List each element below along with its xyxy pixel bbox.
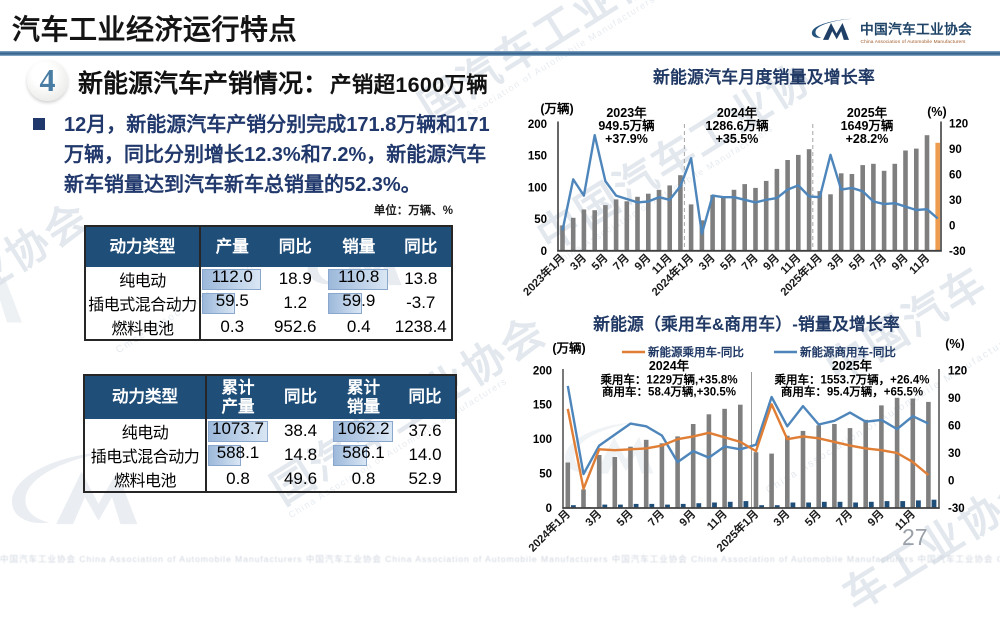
svg-text:11月: 11月 [907,251,932,276]
svg-text:150: 150 [533,400,552,412]
svg-text:+35.5%: +35.5% [716,132,759,146]
svg-text:30: 30 [949,195,962,207]
svg-text:100: 100 [528,182,547,194]
svg-text:China Association of Automobil: China Association of Automobile Manufact… [861,39,967,45]
svg-text:2025年: 2025年 [847,105,888,120]
svg-text:7月: 7月 [646,507,668,529]
svg-text:1286.6万辆: 1286.6万辆 [705,118,769,133]
svg-text:3月: 3月 [583,507,605,529]
svg-text:乘用车：1229万辆,+35.8%: 乘用车：1229万辆,+35.8% [599,373,737,387]
svg-text:60: 60 [949,169,962,181]
svg-text:2025年: 2025年 [832,358,873,373]
svg-text:120: 120 [948,365,967,377]
svg-text:7月: 7月 [868,251,890,273]
svg-text:(万辆): (万辆) [552,341,585,356]
svg-text:7月: 7月 [834,507,856,529]
svg-text:(万辆): (万辆) [540,101,573,116]
svg-text:5月: 5月 [614,507,636,529]
svg-text:+28.2%: +28.2% [846,132,889,146]
svg-text:2024年: 2024年 [649,358,690,373]
svg-text:3月: 3月 [568,251,590,273]
svg-text:新能源乘用车-同比: 新能源乘用车-同比 [648,345,744,359]
svg-text:2023年1月: 2023年1月 [520,251,568,299]
svg-text:9月: 9月 [865,507,887,529]
svg-text:120: 120 [949,118,968,130]
svg-text:3月: 3月 [771,507,793,529]
svg-text:90: 90 [949,144,962,156]
svg-text:-30: -30 [949,246,966,258]
svg-text:0: 0 [948,476,954,488]
svg-text:150: 150 [528,151,547,163]
svg-text:2023年: 2023年 [606,105,647,120]
svg-text:7月: 7月 [739,251,761,273]
svg-text:商用车：95.4万辆，+65.5%: 商用车：95.4万辆，+65.5% [781,385,923,399]
svg-text:新能源商用车-同比: 新能源商用车-同比 [800,345,896,359]
svg-text:0: 0 [546,503,552,515]
svg-text:3月: 3月 [825,251,847,273]
svg-text:90: 90 [948,393,961,405]
svg-text:5月: 5月 [802,507,824,529]
svg-text:5月: 5月 [718,251,740,273]
svg-text:0: 0 [541,246,547,258]
svg-text:7月: 7月 [610,251,632,273]
svg-text:60: 60 [948,420,961,432]
svg-text:200: 200 [528,119,547,131]
svg-text:100: 100 [533,434,552,446]
svg-text:新能源汽车月度销量及增长率: 新能源汽车月度销量及增长率 [653,67,875,87]
svg-text:5月: 5月 [846,251,868,273]
svg-text:-30: -30 [948,503,965,515]
svg-text:9月: 9月 [677,507,699,529]
svg-text:商用车：58.4万辆,+30.5%: 商用车：58.4万辆,+30.5% [602,385,736,399]
svg-text:(%): (%) [927,105,946,119]
svg-text:30: 30 [948,448,961,460]
svg-text:50: 50 [534,214,547,226]
svg-text:3月: 3月 [696,251,718,273]
svg-text:1649万辆: 1649万辆 [841,118,894,133]
svg-text:0: 0 [949,220,955,232]
svg-text:乘用车：1553.7万辆，+26.4%: 乘用车：1553.7万辆，+26.4% [774,373,930,387]
svg-text:5月: 5月 [589,251,611,273]
svg-text:11月: 11月 [704,507,729,532]
svg-text:200: 200 [533,365,552,377]
svg-text:949.5万辆: 949.5万辆 [598,118,655,133]
svg-text:中国汽车工业协会: 中国汽车工业协会 [860,21,972,37]
svg-text:2024年: 2024年 [717,105,758,120]
svg-text:+37.9%: +37.9% [605,132,648,146]
svg-text:新能源（乘用车&商用车）-销量及增长率: 新能源（乘用车&商用车）-销量及增长率 [593,314,900,334]
svg-text:(%): (%) [945,337,964,351]
svg-text:50: 50 [539,469,552,481]
